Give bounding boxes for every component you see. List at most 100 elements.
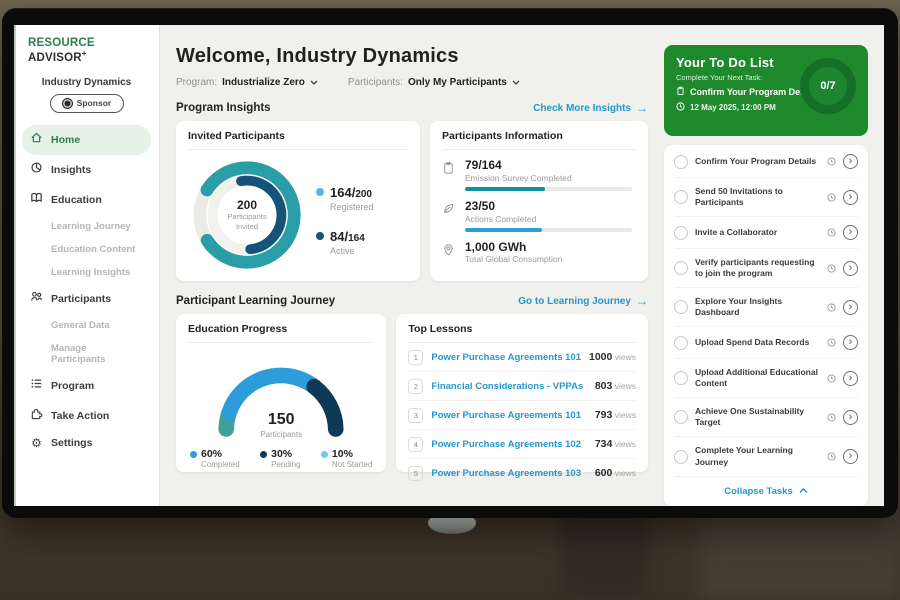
- task-label: Achieve One Sustainability Target: [695, 406, 805, 428]
- emission-progress-bar: [465, 186, 632, 191]
- monitor-bezel: RESOURCE ADVISOR+ Industry Dynamics Spon…: [2, 8, 898, 518]
- sponsor-badge-icon: [61, 97, 73, 109]
- sidebar-item-label: Insights: [51, 163, 92, 176]
- sidebar-item-insights[interactable]: Insights: [22, 155, 151, 185]
- todo-progress-ring: 0/7: [800, 58, 856, 114]
- sidebar-item-learning-insights[interactable]: Learning Insights: [51, 266, 131, 278]
- task-label: Confirm Your Program Details: [695, 155, 817, 166]
- lesson-link[interactable]: Power Purchase Agreements 102: [431, 438, 581, 450]
- donut-center-label: Invited: [235, 222, 259, 231]
- task-checkbox[interactable]: [674, 154, 688, 169]
- sidebar-item-take-action[interactable]: Take Action: [22, 401, 151, 431]
- sidebar-item-general-data[interactable]: General Data: [51, 319, 110, 331]
- lesson-link[interactable]: Power Purchase Agreements 103: [431, 467, 581, 479]
- program-dropdown[interactable]: Program: Industrialize Zero: [176, 77, 318, 88]
- card-title: Participants Information: [442, 130, 636, 150]
- sponsor-badge: Sponsor: [49, 93, 124, 113]
- task-checkbox[interactable]: [674, 190, 688, 205]
- participants-icon: [30, 290, 43, 308]
- task-checkbox[interactable]: [674, 300, 688, 315]
- task-row[interactable]: Send 50 Invitations to Participants ›: [674, 178, 858, 218]
- task-label: Complete Your Learning Journey: [695, 445, 793, 467]
- task-clock-icon: [827, 192, 836, 202]
- sidebar-item-learning-journey[interactable]: Learning Journey: [51, 220, 131, 232]
- donut-center-label: Participants: [227, 212, 267, 222]
- task-clock-icon: [827, 157, 836, 166]
- learning-journey-title: Participant Learning Journey: [176, 295, 336, 307]
- task-row[interactable]: Confirm Your Program Details ›: [674, 146, 858, 178]
- task-row[interactable]: Explore Your Insights Dashboard ›: [674, 288, 858, 328]
- task-chevron-button[interactable]: ›: [843, 225, 858, 241]
- task-chevron-button[interactable]: ›: [843, 370, 858, 386]
- sidebar-item-education-content[interactable]: Education Content: [51, 243, 136, 255]
- sidebar-item-program[interactable]: Program: [22, 371, 151, 401]
- sponsor-badge-label: Sponsor: [76, 98, 112, 109]
- lesson-rank: 1: [408, 349, 424, 365]
- participants-label: Participants:: [347, 77, 403, 88]
- task-chevron-button[interactable]: ›: [843, 260, 858, 276]
- invited-participants-card: Invited Participants 200: [176, 121, 420, 281]
- task-checkbox[interactable]: [674, 335, 688, 350]
- legend-active: 84/164 Active: [316, 228, 374, 256]
- participants-dropdown[interactable]: Participants: Only My Participants: [348, 77, 520, 88]
- donut-center-value: 200: [236, 198, 258, 213]
- task-chevron-button[interactable]: ›: [843, 449, 858, 465]
- task-row[interactable]: Achieve One Sustainability Target ›: [674, 398, 858, 438]
- task-row[interactable]: Complete Your Learning Journey ›: [674, 437, 858, 477]
- sidebar-item-settings[interactable]: ⚙ Settings: [22, 431, 151, 455]
- participants-information-card: Participants Information 79/164 Emission…: [430, 121, 648, 281]
- lesson-link[interactable]: Power Purchase Agreements 101: [431, 409, 581, 421]
- task-clock-icon: [827, 303, 836, 312]
- task-checkbox[interactable]: [674, 449, 688, 464]
- sidebar-item-participants[interactable]: Participants: [22, 284, 151, 314]
- task-checkbox[interactable]: [674, 225, 688, 240]
- task-row[interactable]: Verify participants requesting to join t…: [674, 249, 858, 289]
- task-checkbox[interactable]: [674, 261, 688, 276]
- lesson-link[interactable]: Power Purchase Agreements 101: [431, 351, 581, 363]
- clock-icon: [676, 102, 685, 113]
- todo-next-task: Confirm Your Program Details: [676, 86, 856, 98]
- task-row[interactable]: Upload Spend Data Records ›: [674, 327, 858, 360]
- education-gauge-chart: 150 Participants: [206, 351, 356, 439]
- task-checkbox[interactable]: [674, 410, 688, 425]
- task-chevron-button[interactable]: ›: [843, 299, 858, 315]
- invited-donut-chart: 200 Participants Invited: [188, 156, 306, 274]
- settings-gear-icon: ⚙: [31, 435, 42, 450]
- education-progress-card: Education Progress 150 Participants 60%: [176, 314, 387, 472]
- go-to-learning-journey-link[interactable]: Go to Learning Journey →: [518, 294, 648, 308]
- clipboard-icon: [676, 86, 685, 98]
- lesson-row: 5 Power Purchase Agreements 103 600 view…: [408, 459, 636, 487]
- leaf-icon: [442, 200, 456, 232]
- legend-registered: 164/200 Registered: [316, 184, 374, 212]
- task-chevron-button[interactable]: ›: [843, 154, 858, 169]
- task-chevron-button[interactable]: ›: [843, 189, 858, 205]
- legend-not-started: 10% Not Started: [320, 448, 372, 469]
- check-more-insights-link[interactable]: Check More Insights →: [533, 101, 648, 115]
- consumption-row: 1,000 GWh Total Global Consumption: [442, 240, 636, 269]
- task-clock-icon: [827, 374, 836, 383]
- task-chevron-button[interactable]: ›: [843, 335, 858, 351]
- sidebar-item-home[interactable]: Home: [22, 124, 151, 155]
- program-insights-title: Program Insights: [176, 102, 271, 114]
- task-label: Verify participants requesting to join t…: [695, 257, 815, 279]
- task-label: Explore Your Insights Dashboard: [695, 296, 783, 318]
- task-label: Invite a Collaborator: [695, 227, 778, 238]
- task-row[interactable]: Upload Additional Educational Content ›: [674, 359, 858, 399]
- card-title: Education Progress: [188, 323, 375, 343]
- lesson-row: 3 Power Purchase Agreements 101 793 view…: [408, 401, 636, 430]
- lesson-link[interactable]: Financial Considerations - VPPAs: [431, 380, 584, 392]
- sidebar-item-label: Program: [51, 379, 95, 392]
- collapse-tasks-link[interactable]: Collapse Tasks: [674, 477, 858, 506]
- gauge-center-value: 150: [267, 411, 295, 428]
- task-clock-icon: [827, 413, 836, 422]
- chevron-down-icon: [310, 77, 318, 88]
- sidebar-nav: Home Insights Education Learning Journey…: [22, 124, 151, 455]
- task-chevron-button[interactable]: ›: [843, 409, 858, 425]
- sidebar-item-manage-participants[interactable]: Manage Participants: [51, 342, 106, 365]
- sidebar-item-education[interactable]: Education: [22, 185, 151, 215]
- task-row[interactable]: Invite a Collaborator ›: [674, 217, 858, 250]
- sidebar-item-label: Participants: [51, 292, 112, 305]
- task-checkbox[interactable]: [674, 371, 688, 386]
- sidebar-item-label: Take Action: [51, 409, 110, 422]
